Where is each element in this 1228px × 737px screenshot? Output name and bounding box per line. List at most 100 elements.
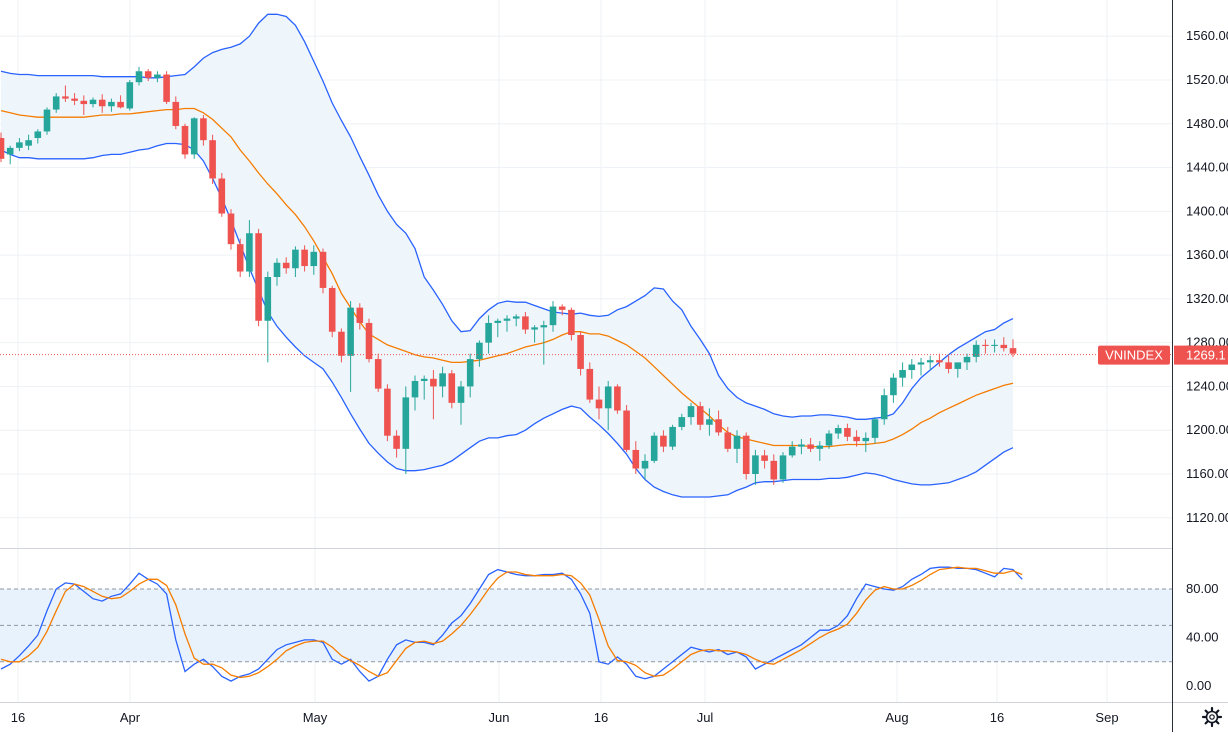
candle-body <box>108 101 115 107</box>
candle <box>117 95 124 109</box>
candle <box>448 370 456 409</box>
price-tick-label: 1360.00 <box>1186 247 1228 262</box>
candle <box>512 314 520 327</box>
candle <box>908 359 916 379</box>
overlay-layer: VNINDEX 1269.1 <box>1098 345 1228 728</box>
gear-icon[interactable] <box>1201 706 1223 728</box>
time-tick-label: Sep <box>1095 710 1118 725</box>
candle <box>623 405 630 453</box>
candle-body <box>678 417 686 427</box>
candle-body <box>16 142 23 148</box>
candle-body <box>871 419 879 438</box>
candle-body <box>853 436 860 442</box>
osc-tick-label: 40.00 <box>1186 630 1219 645</box>
candle-body <box>310 251 318 267</box>
candle-body <box>457 386 465 403</box>
candle <box>494 318 502 338</box>
candle-body <box>494 320 502 323</box>
stoch-k-line <box>0 566 1023 682</box>
candle <box>264 271 272 363</box>
candle-body <box>430 378 437 387</box>
symbol-tag-bg <box>1098 345 1170 365</box>
candle <box>696 401 704 431</box>
time-tick-label: Jul <box>697 710 714 725</box>
candle-body <box>144 71 152 78</box>
candle <box>273 258 281 286</box>
candle-body <box>650 435 658 461</box>
candle-body <box>163 74 170 102</box>
candle <box>779 452 787 483</box>
candle-body <box>246 233 253 272</box>
candle-body <box>577 335 584 369</box>
time-tick-label: Apr <box>120 710 141 725</box>
candle-body <box>365 322 373 360</box>
candle-body <box>834 428 842 434</box>
candle <box>503 315 511 332</box>
candle-body <box>715 419 722 433</box>
candle-body <box>218 178 226 214</box>
candle <box>715 410 722 436</box>
candle <box>577 331 584 376</box>
candle <box>733 430 741 464</box>
time-tick-label: 16 <box>11 710 25 725</box>
price-tick-label: 1440.00 <box>1186 160 1228 175</box>
candle-body <box>181 125 189 155</box>
candle-body <box>614 386 621 411</box>
candle <box>292 246 299 277</box>
candle-body <box>292 249 299 269</box>
candle-body <box>770 460 778 480</box>
candle <box>227 209 235 250</box>
candle-body <box>779 455 787 480</box>
candle <box>669 424 676 450</box>
candle-body <box>282 262 290 269</box>
candle-body <box>549 306 557 326</box>
candle <box>706 408 713 436</box>
candle-body <box>623 410 630 450</box>
price-axis[interactable]: 1120.001160.001200.001240.001280.001320.… <box>1186 28 1228 693</box>
candle-body <box>604 386 612 409</box>
time-tick-label: Jun <box>489 710 510 725</box>
candle-body <box>531 327 538 330</box>
candle-body <box>485 322 492 343</box>
candle <box>310 245 318 275</box>
time-tick-label: 16 <box>990 710 1004 725</box>
candle <box>816 441 824 461</box>
candle <box>641 454 649 480</box>
bollinger-bands <box>0 13 1014 498</box>
price-tick-label: 1480.00 <box>1186 116 1228 131</box>
candle-body <box>117 101 124 108</box>
candle <box>384 384 391 442</box>
candle-body <box>466 359 474 387</box>
price-tick-label: 1560.00 <box>1186 28 1228 43</box>
candle-body <box>209 140 216 179</box>
candle <box>788 441 796 458</box>
candle <box>880 388 888 425</box>
candle-body <box>255 233 262 321</box>
candle <box>761 449 768 469</box>
time-axis[interactable]: 16 Apr May Jun 16 Jul Aug 16 Sep <box>11 710 1119 725</box>
candlesticks <box>0 66 1172 485</box>
candle <box>466 353 474 398</box>
candle <box>660 430 667 453</box>
candle <box>154 71 161 83</box>
candle <box>650 432 658 464</box>
candle-body <box>908 364 916 371</box>
candle <box>531 325 538 343</box>
candle <box>43 107 51 135</box>
candle-body <box>402 397 410 449</box>
candle <box>181 123 189 159</box>
candle-body <box>264 277 272 321</box>
candle-body <box>917 362 925 365</box>
candle <box>844 423 851 442</box>
candle <box>457 380 465 425</box>
price-tag-bg <box>1174 345 1228 365</box>
candle-body <box>522 316 529 330</box>
candle-body <box>880 395 888 420</box>
candle-body <box>641 460 649 469</box>
candle <box>282 257 290 274</box>
candle-body <box>568 309 575 336</box>
candle <box>52 93 60 113</box>
candle <box>402 386 410 474</box>
candle-body <box>742 435 750 474</box>
candle <box>586 362 594 403</box>
